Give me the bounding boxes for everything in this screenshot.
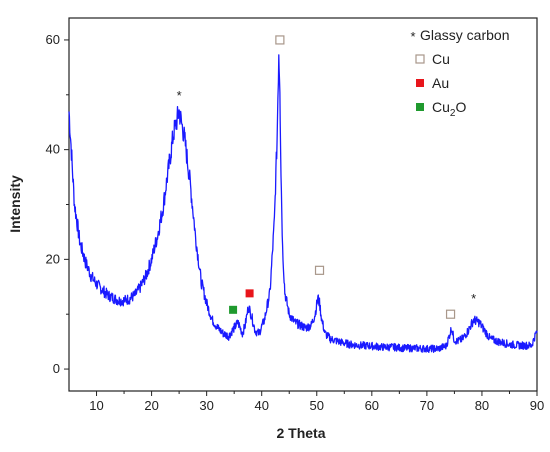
peak-marker-filled <box>245 289 254 298</box>
x-tick-label: 30 <box>199 398 213 413</box>
legend-label-cu2o-sub: 2 <box>450 108 456 119</box>
x-tick-label: 70 <box>420 398 434 413</box>
legend-label-cu: Cu <box>432 51 450 67</box>
y-tick-label: 0 <box>53 361 60 376</box>
legend-label-au: Au <box>432 75 449 91</box>
legend-symbol-star: * <box>410 29 415 44</box>
y-tick-label: 40 <box>46 142 60 157</box>
y-tick-label: 60 <box>46 32 60 47</box>
legend-symbol-au <box>416 79 424 87</box>
peak-marker-filled <box>229 305 238 314</box>
legend-symbol-cu2o <box>416 103 424 111</box>
x-tick-label: 20 <box>144 398 158 413</box>
x-tick-label: 90 <box>530 398 544 413</box>
legend-label-cu2o-tail: O <box>455 99 466 115</box>
x-tick-label: 10 <box>89 398 103 413</box>
legend-label-glassy-carbon: Glassy carbon <box>420 27 509 43</box>
x-tick-label: 50 <box>310 398 324 413</box>
peak-marker-cu <box>445 309 456 319</box>
legend: Glassy carbon Cu Au Cu2O * <box>410 27 509 119</box>
legend-label-cu2o: Cu2O <box>432 99 466 119</box>
x-axis-title: 2 Theta <box>276 425 325 441</box>
x-tick-label: 60 <box>365 398 379 413</box>
legend-label-cu2o-main: Cu <box>432 99 450 115</box>
x-tick-label: 80 <box>475 398 489 413</box>
y-axis-title: Intensity <box>7 175 23 233</box>
peak-marker-cu <box>275 35 285 45</box>
series-layer <box>68 54 538 354</box>
x-tick-label: 40 <box>254 398 268 413</box>
y-tick-label: 20 <box>46 251 60 266</box>
legend-symbol-cu <box>415 54 425 64</box>
peak-marker-glassy-carbon: * <box>471 291 476 306</box>
annotation-layer: ** <box>177 35 476 319</box>
series-line-0 <box>68 54 538 354</box>
peak-marker-glassy-carbon: * <box>177 88 182 103</box>
peak-marker-cu <box>314 265 325 275</box>
axes-layer: 10 20 30 40 50 60 70 80 90 0 20 40 60 <box>46 32 545 413</box>
